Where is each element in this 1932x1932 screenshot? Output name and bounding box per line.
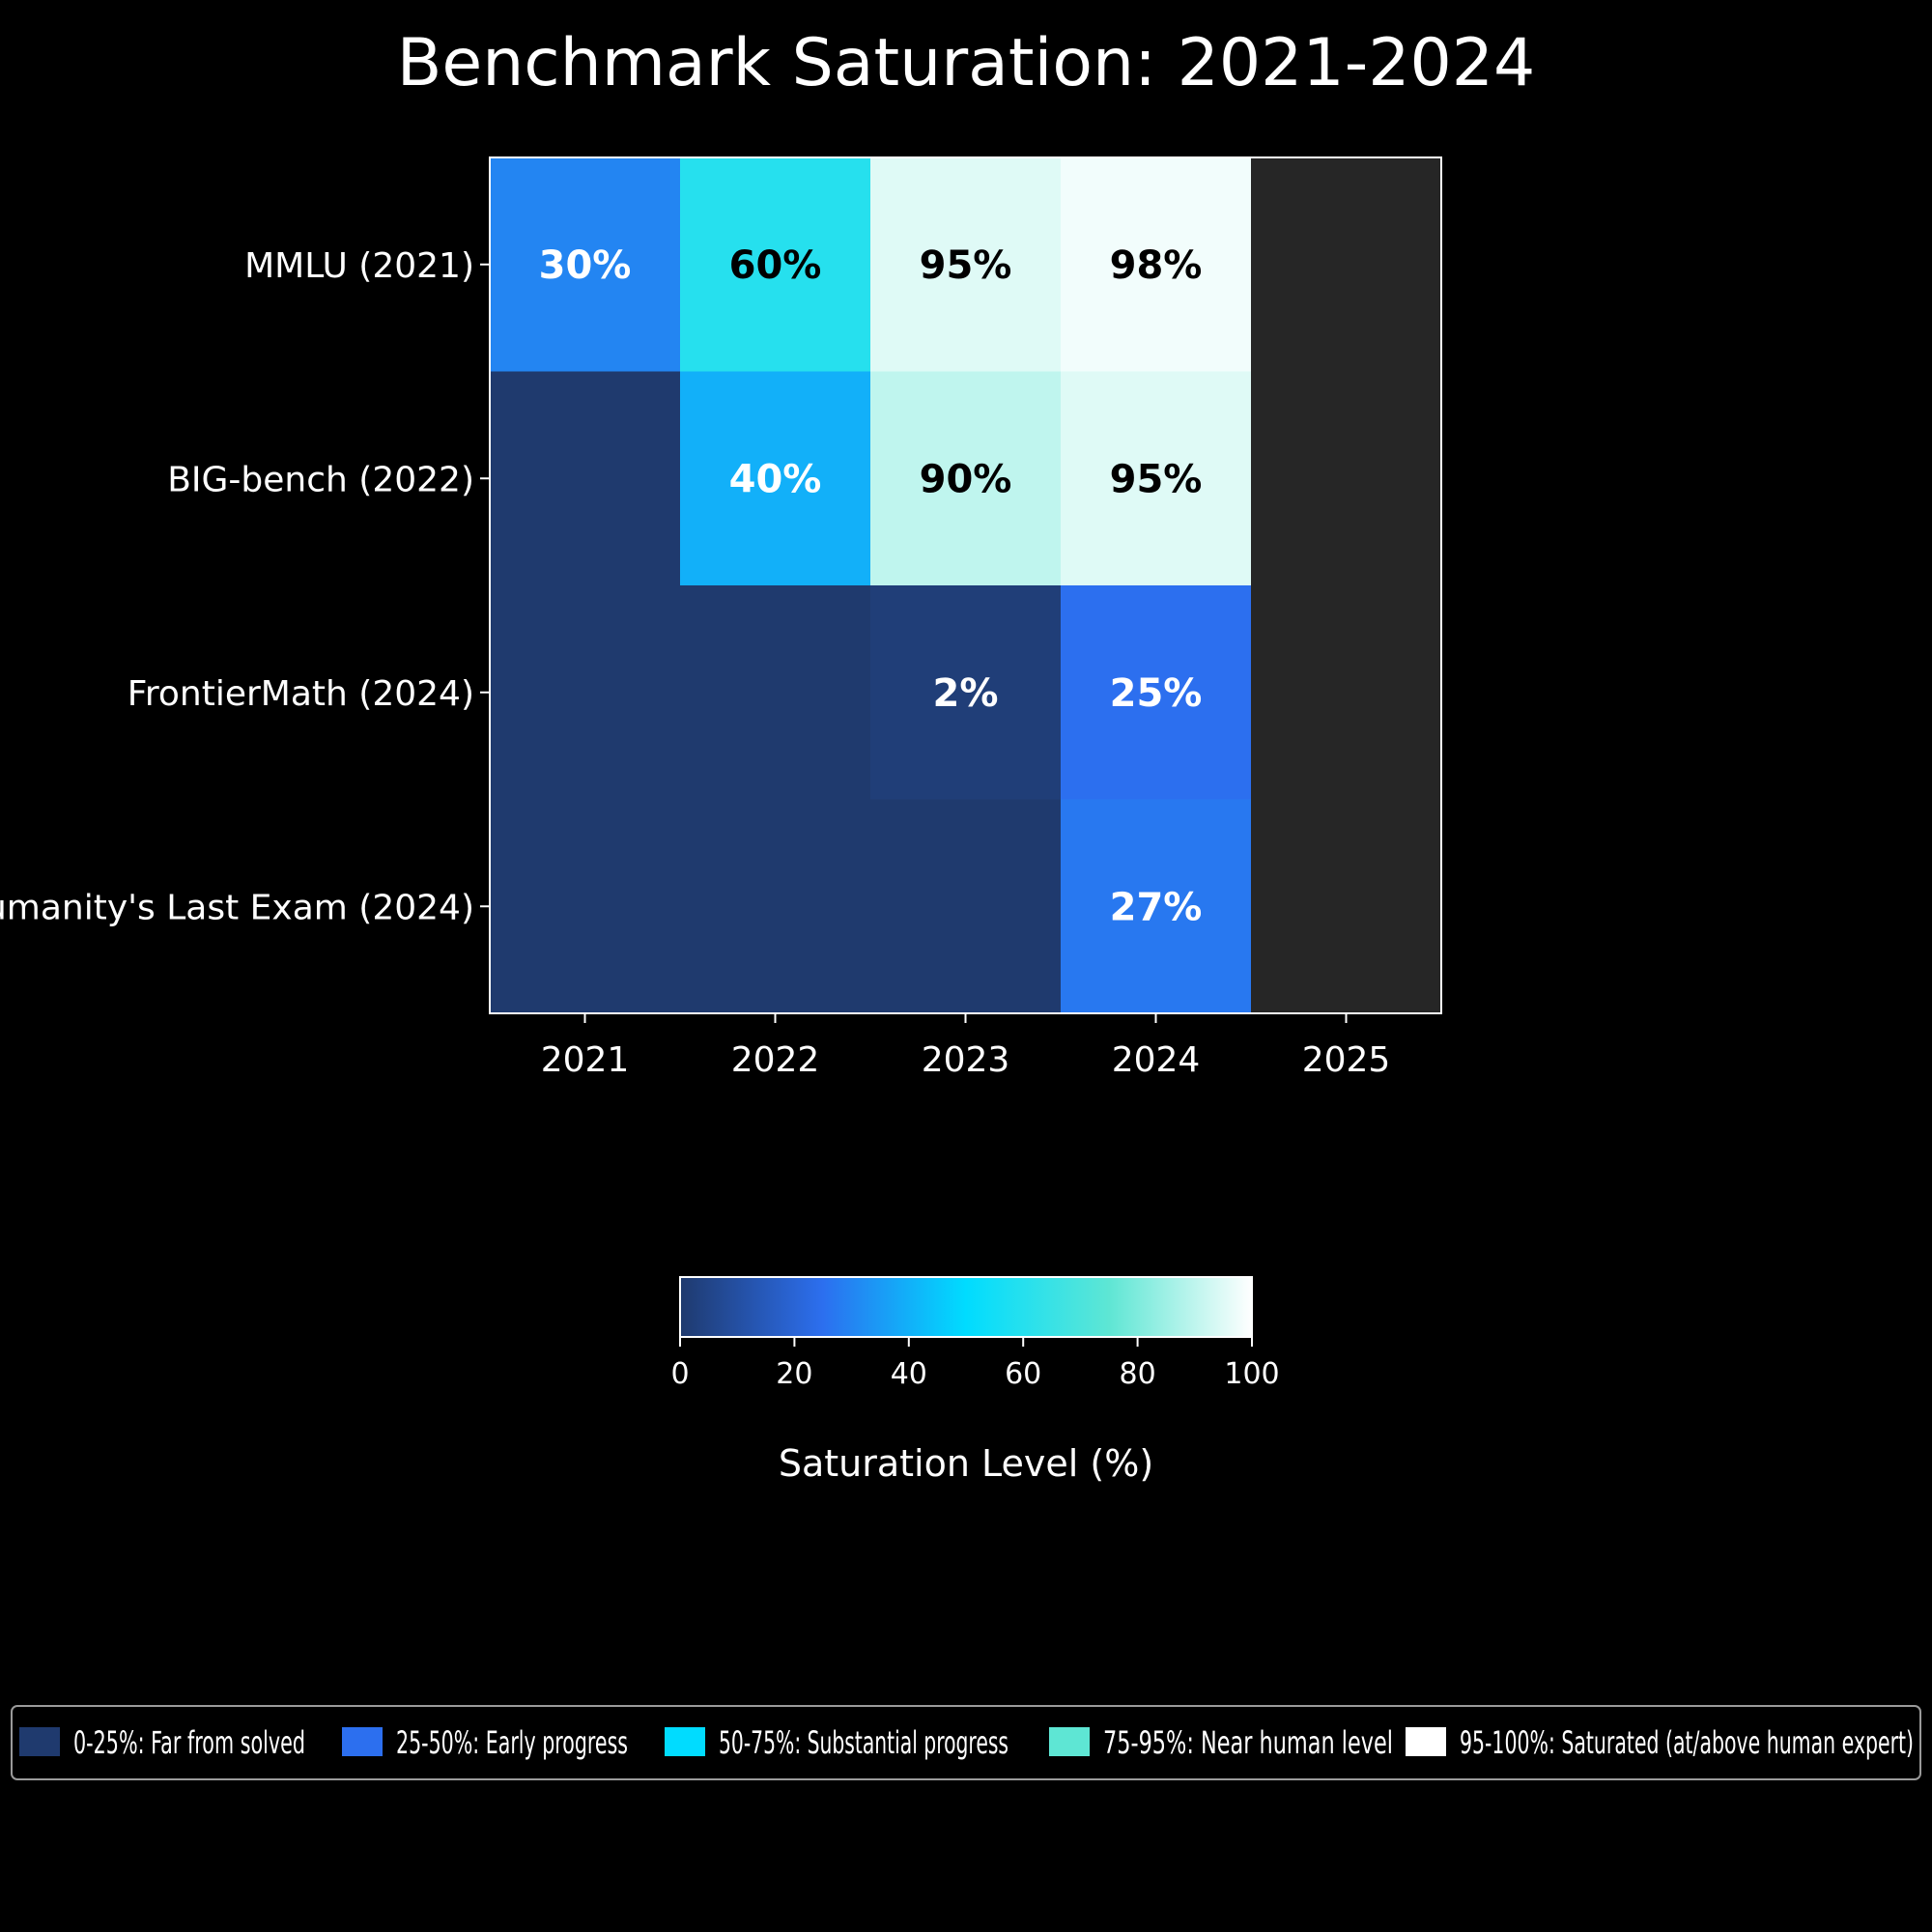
heatmap-cell — [490, 585, 681, 800]
heatmap-cell — [870, 585, 1062, 800]
cell-value-label: 30% — [539, 243, 632, 288]
heatmap-cell — [680, 585, 871, 800]
x-axis: 2021 2022 2023 2024 2025 — [541, 1013, 1391, 1080]
legend-swatch — [19, 1727, 60, 1756]
legend: 0-25%: Far from solved 25-50%: Early prog… — [11, 1705, 1921, 1780]
cell-value-label: 25% — [1110, 671, 1203, 716]
legend-swatch — [1049, 1727, 1090, 1756]
heatmap-cell — [870, 799, 1062, 1014]
cell-value-label: 95% — [1110, 457, 1203, 501]
heatmap-cell — [490, 157, 681, 372]
legend-label: 50-75%: Substantial progress — [719, 1724, 1009, 1761]
heatmap-cell — [680, 371, 871, 586]
y-axis: MMLU (2021) BIG-bench (2022) FrontierMath … — [0, 246, 490, 927]
colorbar-gradient — [679, 1276, 1253, 1338]
cell-value-label: 90% — [920, 457, 1012, 501]
heatmap-cell — [1251, 371, 1442, 586]
legend-label: 75-95%: Near human level — [1103, 1724, 1393, 1761]
colorbar-tick-label: 40 — [891, 1357, 927, 1391]
legend-label: 0-25%: Far from solved — [73, 1724, 305, 1761]
chart-title: Benchmark Saturation: 2021-2024 — [397, 25, 1536, 101]
heatmap-cell — [490, 799, 681, 1014]
colorbar-label: Saturation Level (%) — [779, 1442, 1153, 1485]
y-tick-label: MMLU (2021) — [244, 246, 474, 286]
heatmap-cell — [1251, 585, 1442, 800]
colorbar-tick-label: 100 — [1224, 1357, 1279, 1391]
colorbar-tick-label: 80 — [1120, 1357, 1156, 1391]
legend-swatch — [342, 1727, 383, 1756]
x-tick-label: 2021 — [541, 1040, 630, 1080]
heatmap-cell — [680, 157, 871, 372]
heatmap-cells: 30% 60% 95% 98% 40% 90% 95% 2% 25% 27% — [490, 157, 1442, 1014]
y-tick-label: FrontierMath (2024) — [128, 674, 474, 714]
y-tick-label: Humanity's Last Exam (2024) — [0, 888, 474, 927]
colorbar-tick-label: 60 — [1005, 1357, 1041, 1391]
x-tick-label: 2024 — [1112, 1040, 1201, 1080]
x-tick-label: 2023 — [922, 1040, 1010, 1080]
heatmap-cell — [1251, 799, 1442, 1014]
cell-value-label: 98% — [1110, 243, 1203, 288]
colorbar-tick-label: 0 — [670, 1357, 689, 1391]
colorbar: Saturation Level (%) 0 20 40 60 80 100 — [670, 1276, 1280, 1485]
x-tick-label: 2025 — [1302, 1040, 1391, 1080]
heatmap-cell — [1061, 371, 1252, 586]
heatmap-cell — [870, 371, 1062, 586]
heatmap-cell — [680, 799, 871, 1014]
cell-value-label: 60% — [729, 243, 822, 288]
cell-value-label: 40% — [729, 457, 822, 501]
y-tick-label: BIG-bench (2022) — [167, 460, 474, 499]
heatmap-cell — [870, 157, 1062, 372]
cell-value-label: 2% — [933, 671, 999, 716]
x-tick-label: 2022 — [731, 1040, 820, 1080]
heatmap-cell — [1061, 157, 1252, 372]
heatmap-cell — [1061, 799, 1252, 1014]
legend-frame — [11, 1705, 1921, 1780]
legend-swatch — [1406, 1727, 1446, 1756]
legend-label: 95-100%: Saturated (at/above human exper… — [1460, 1724, 1914, 1761]
legend-swatch — [665, 1727, 705, 1756]
cell-value-label: 27% — [1110, 885, 1203, 929]
heatmap-cell — [490, 371, 681, 586]
colorbar-tick-label: 20 — [776, 1357, 812, 1391]
cell-value-label: 95% — [920, 243, 1012, 288]
heatmap-cell — [1251, 157, 1442, 372]
legend-label: 25-50%: Early progress — [396, 1724, 628, 1761]
heatmap-cell — [1061, 585, 1252, 800]
